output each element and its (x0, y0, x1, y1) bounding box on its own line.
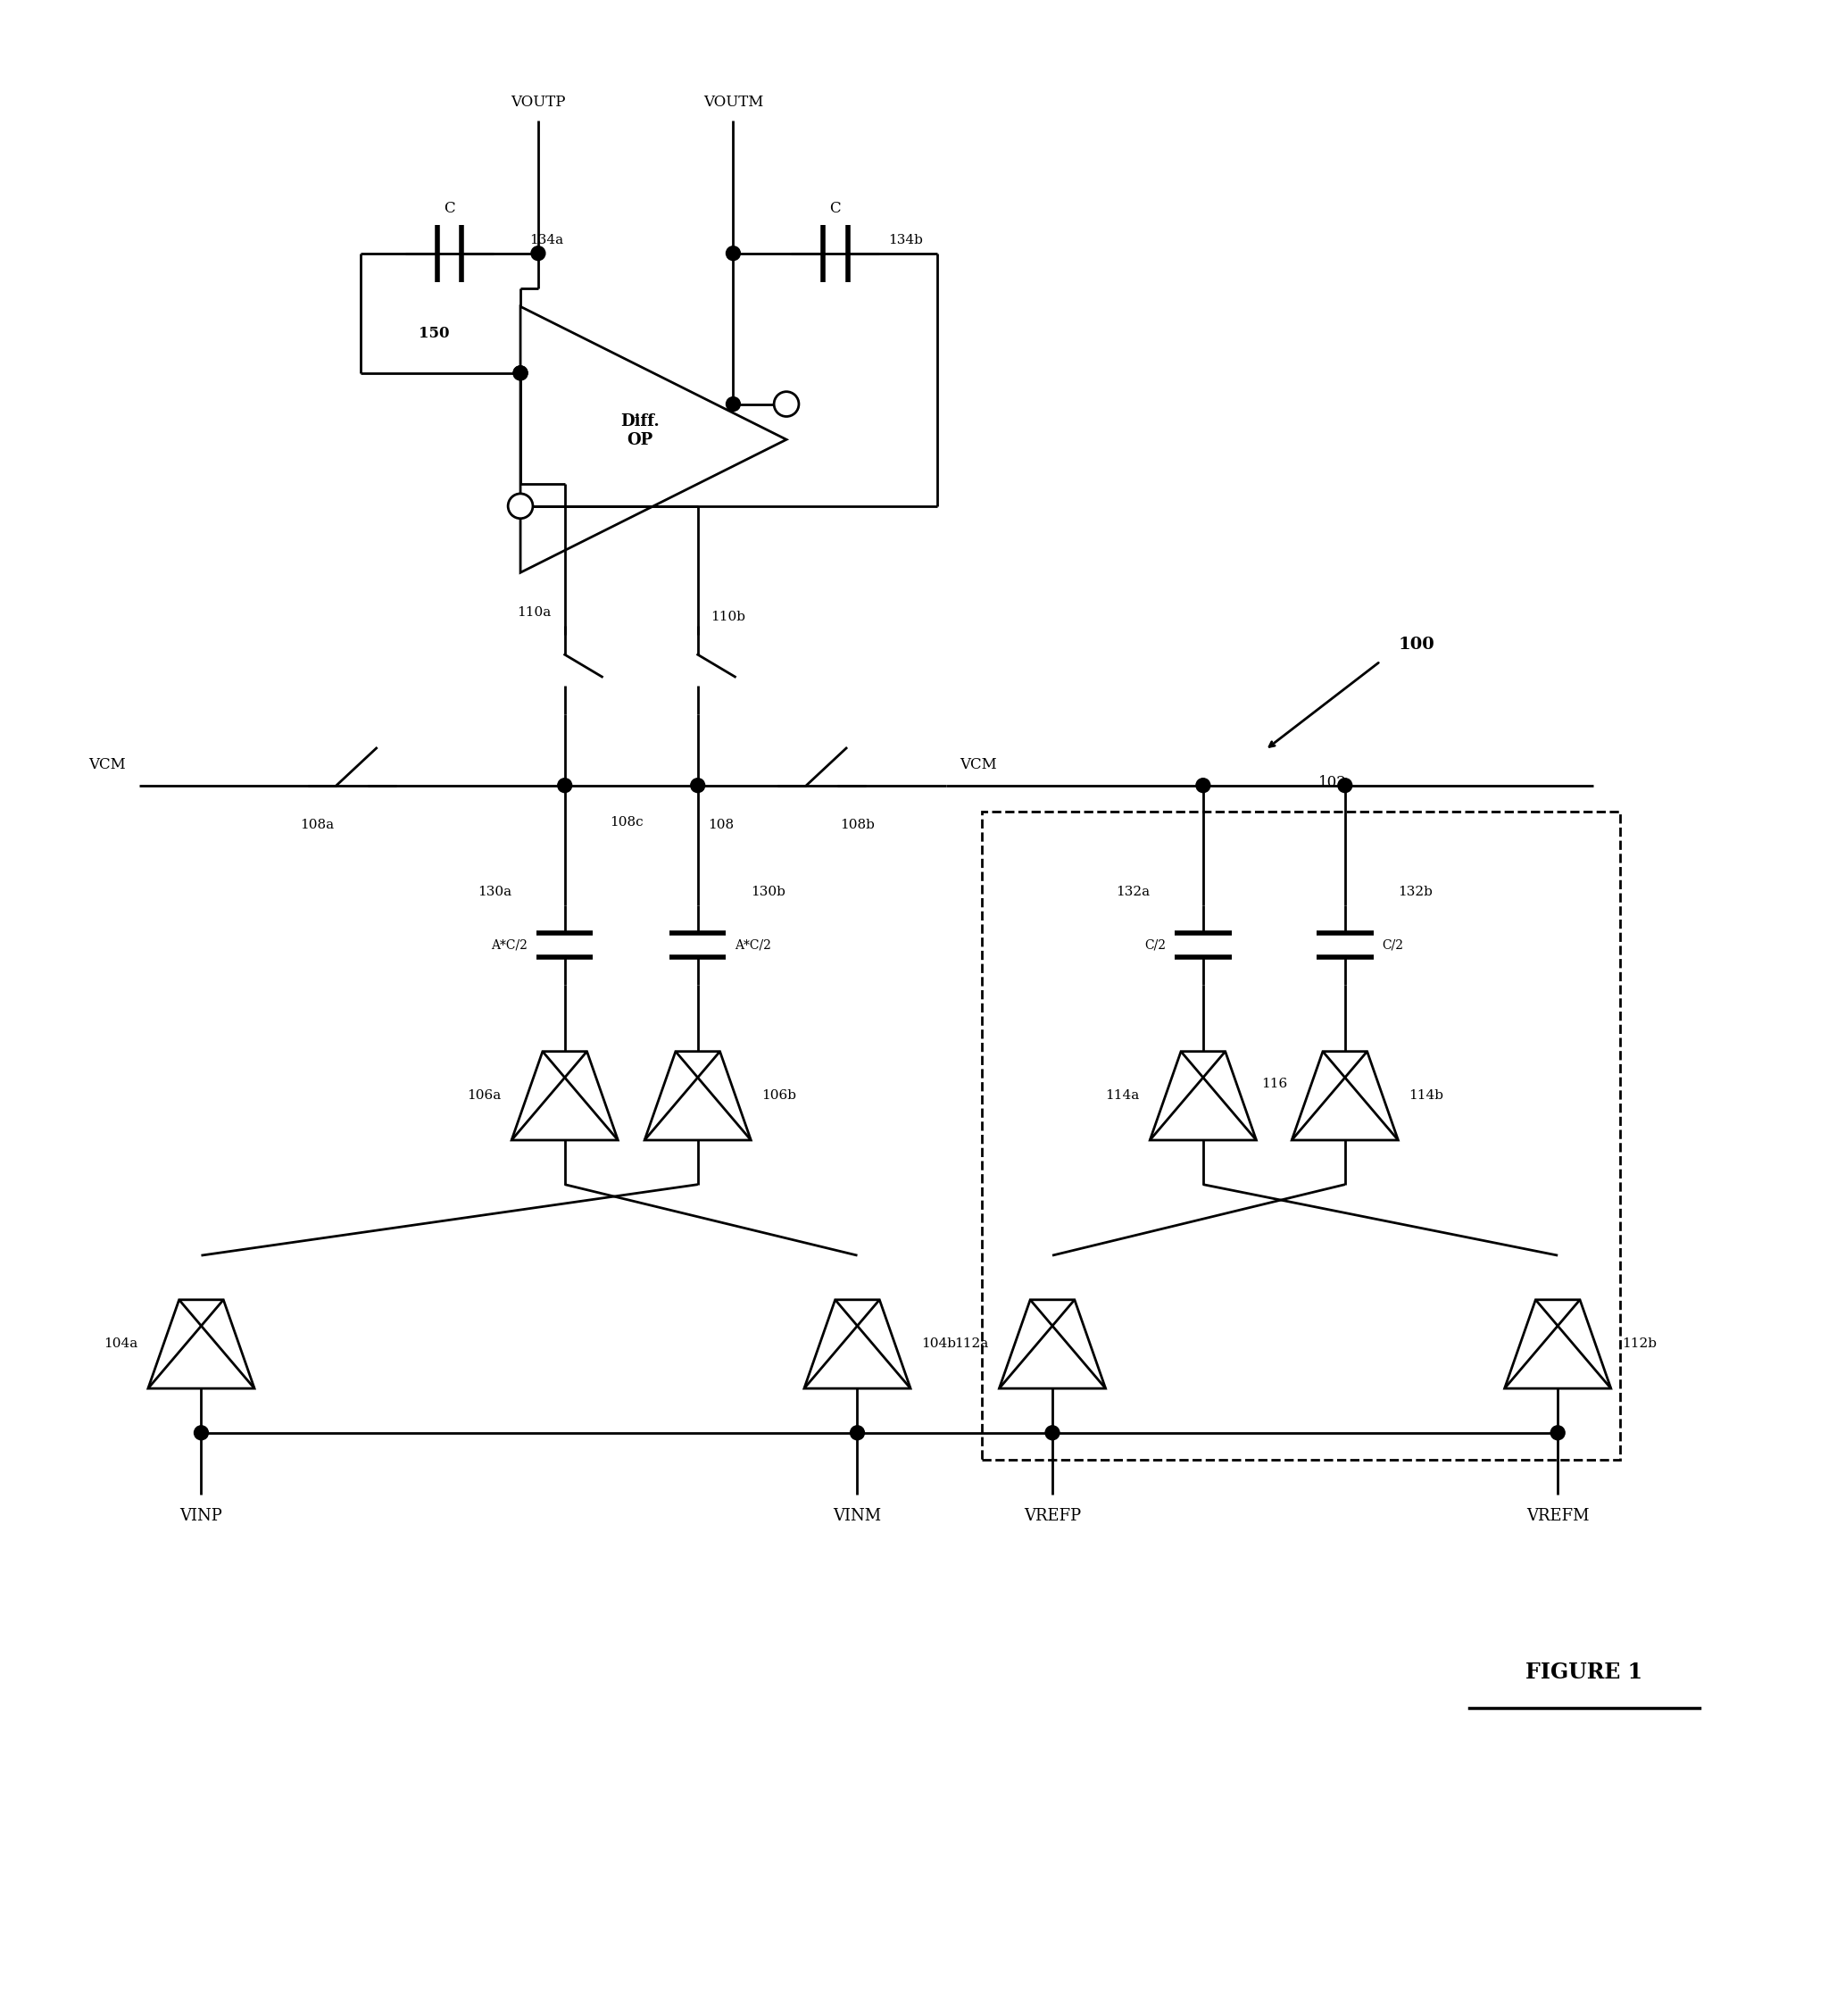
Text: FIGURE 1: FIGURE 1 (1526, 1661, 1642, 1683)
Text: 132b: 132b (1399, 885, 1434, 897)
Circle shape (507, 494, 533, 518)
Text: 110a: 110a (517, 607, 552, 619)
Text: VINP: VINP (181, 1508, 223, 1524)
Text: 134a: 134a (530, 234, 563, 246)
Text: 108: 108 (708, 818, 734, 833)
Text: C: C (445, 202, 456, 216)
Circle shape (1046, 1425, 1059, 1439)
Text: 116: 116 (1260, 1079, 1288, 1091)
Text: 106b: 106b (762, 1089, 797, 1103)
Text: 108c: 108c (611, 816, 644, 829)
Text: 104a: 104a (103, 1339, 137, 1351)
Text: 130b: 130b (751, 885, 786, 897)
Text: C/2: C/2 (1382, 939, 1404, 952)
Text: VREFP: VREFP (1024, 1508, 1081, 1524)
Text: 132a: 132a (1116, 885, 1149, 897)
Circle shape (1196, 778, 1210, 792)
Text: 114a: 114a (1105, 1089, 1138, 1103)
Circle shape (851, 1425, 865, 1439)
Circle shape (194, 1425, 208, 1439)
Text: A*C/2: A*C/2 (734, 939, 771, 952)
Text: VOUTP: VOUTP (511, 95, 566, 109)
Text: 110b: 110b (710, 611, 745, 623)
Text: 150: 150 (419, 325, 450, 341)
Circle shape (1338, 778, 1352, 792)
Circle shape (727, 246, 740, 260)
Circle shape (690, 778, 705, 792)
Text: A*C/2: A*C/2 (491, 939, 528, 952)
Bar (982, 812, 1620, 1460)
Text: 104b: 104b (921, 1339, 956, 1351)
Text: C: C (830, 202, 841, 216)
Text: 130a: 130a (478, 885, 511, 897)
Text: Diff.
OP: Diff. OP (620, 413, 661, 448)
Text: 108a: 108a (301, 818, 334, 833)
Circle shape (557, 778, 572, 792)
Text: 102: 102 (1319, 774, 1347, 790)
Text: 108b: 108b (839, 818, 875, 833)
Text: VCM: VCM (959, 756, 996, 772)
Text: C/2: C/2 (1144, 939, 1166, 952)
Circle shape (775, 391, 799, 417)
Text: VOUTM: VOUTM (703, 95, 764, 109)
Circle shape (1550, 1425, 1565, 1439)
Text: 100: 100 (1399, 637, 1435, 653)
Text: 134b: 134b (887, 234, 922, 246)
Circle shape (513, 367, 528, 381)
Text: 112b: 112b (1622, 1339, 1657, 1351)
Text: VREFM: VREFM (1526, 1508, 1589, 1524)
Text: VINM: VINM (834, 1508, 882, 1524)
Text: 114b: 114b (1410, 1089, 1443, 1103)
Circle shape (513, 367, 528, 381)
Text: 112a: 112a (954, 1339, 989, 1351)
Text: VCM: VCM (89, 756, 125, 772)
Circle shape (531, 246, 546, 260)
Circle shape (727, 397, 740, 411)
Text: 106a: 106a (467, 1089, 502, 1103)
